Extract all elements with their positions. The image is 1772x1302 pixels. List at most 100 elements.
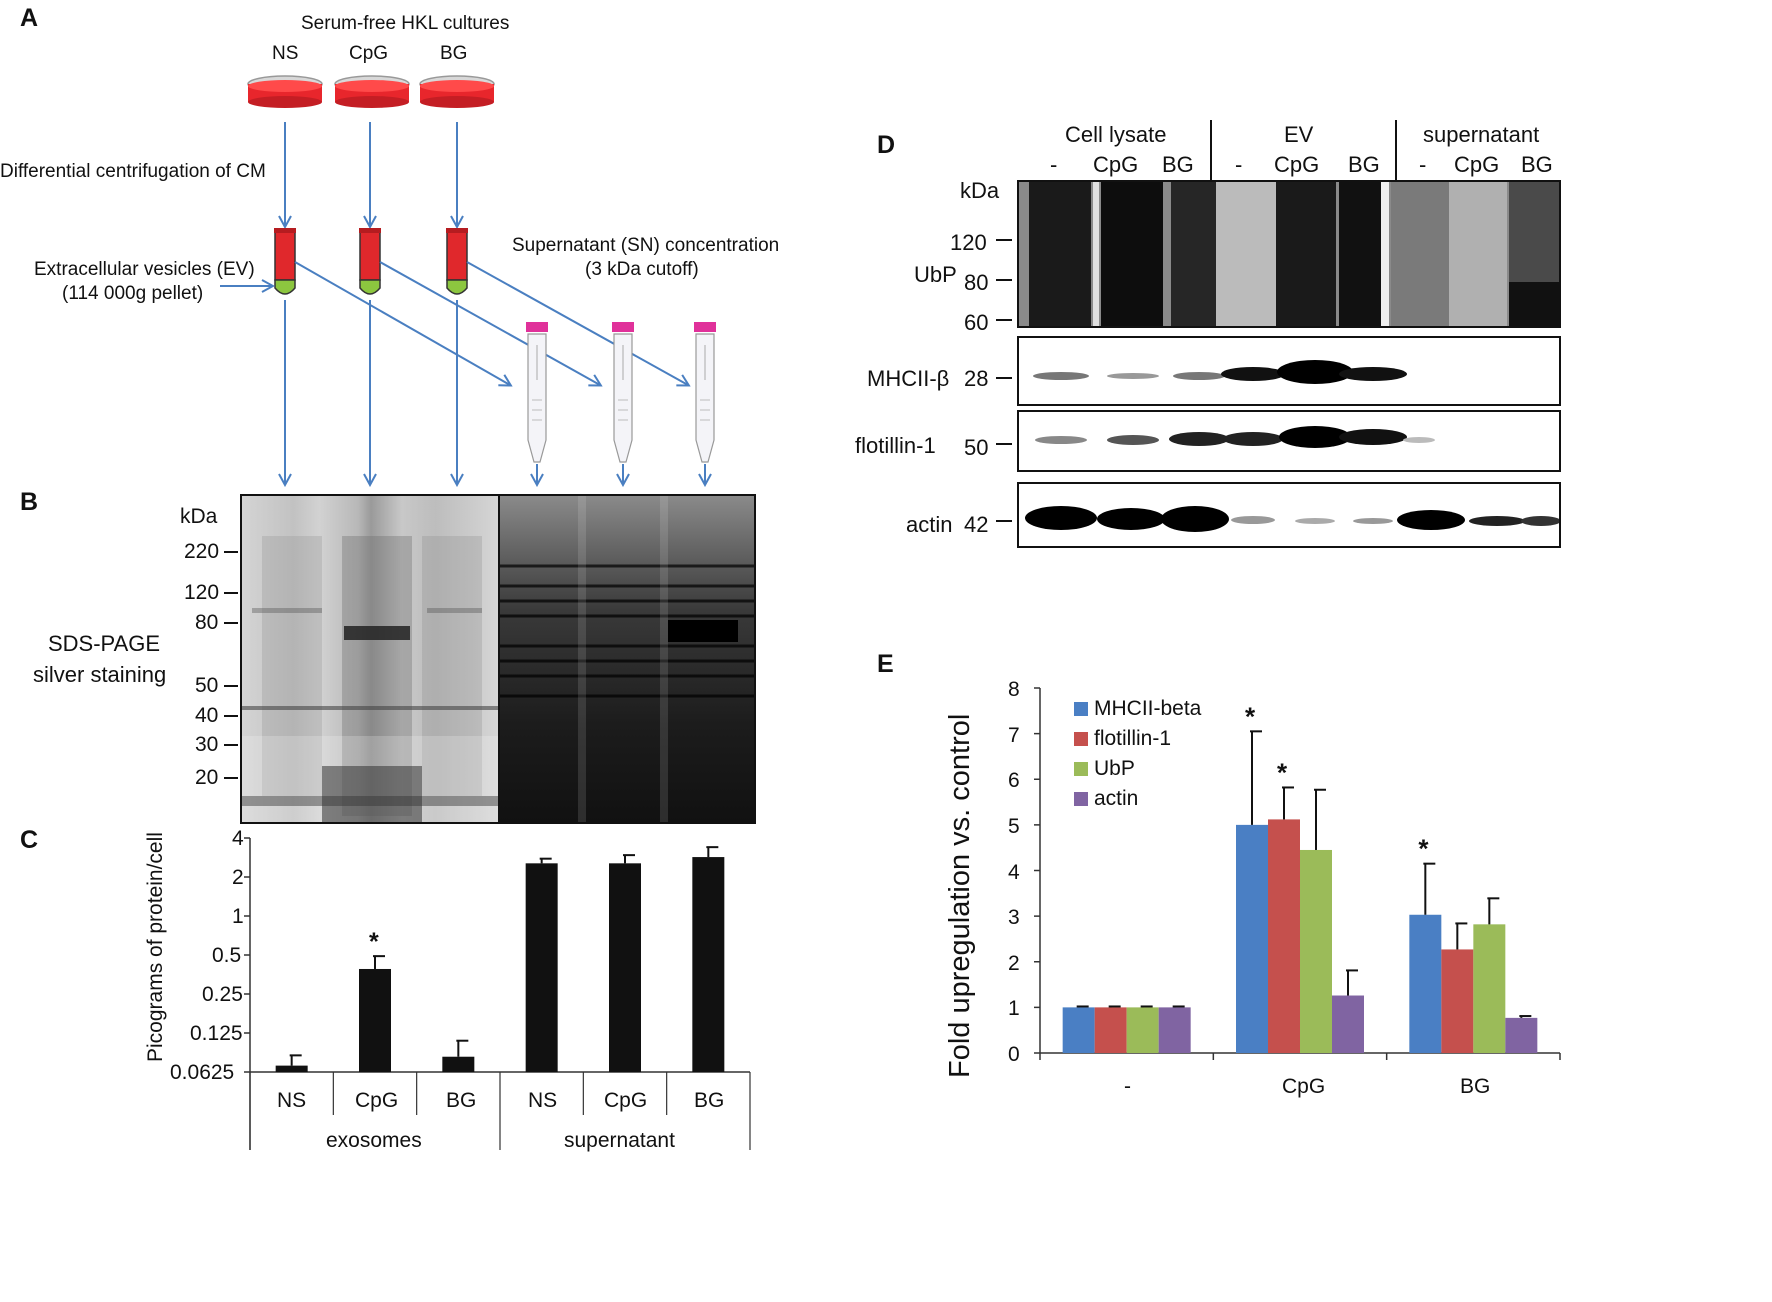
chart-c-ytick-0.0625: 0.0625 xyxy=(170,1061,235,1084)
chart-c-xtick-5: BG xyxy=(694,1089,725,1112)
chart-c-group-exosomes: exosomes xyxy=(326,1129,422,1152)
blot-lane-1: - xyxy=(1050,152,1058,177)
ev-label-line1: Extracellular vesicles (EV) xyxy=(34,259,255,280)
ev-label-line2: (114 000g pellet) xyxy=(62,283,204,304)
blot-flotillin-bands xyxy=(1035,426,1435,448)
chart-c-bar xyxy=(525,863,558,1072)
gel-marker-220: 220 xyxy=(184,540,220,563)
chart-c-ytick-1: 1 xyxy=(232,905,244,928)
cultures-title: Serum-free HKL cultures xyxy=(301,13,510,34)
blot-mhcii-bands xyxy=(1033,360,1407,384)
panel-label-e: E xyxy=(877,650,894,678)
chart-e-ytick-5: 5 xyxy=(1008,815,1020,838)
chart-c-ytick-0.5: 0.5 xyxy=(212,944,242,967)
gel-kda-label: kDa xyxy=(180,505,218,528)
chart-e-significance-star: * xyxy=(1418,834,1429,864)
culture-label-bg: BG xyxy=(440,43,468,64)
chart-e-bar xyxy=(1236,824,1268,1053)
blot-header-ev: EV xyxy=(1284,122,1314,147)
blot-header-cell-lysate: Cell lysate xyxy=(1065,122,1167,147)
culture-dish-cpg xyxy=(334,75,410,108)
chart-e-bar xyxy=(1300,849,1332,1053)
chart-c-bar xyxy=(692,857,725,1072)
legend-swatch-flotillin xyxy=(1074,732,1088,746)
blot-kda-label: kDa xyxy=(960,178,1000,203)
blot-row-label-flotillin: flotillin-1 xyxy=(855,433,936,458)
blot-ubp-label: UbP xyxy=(914,262,957,287)
sn-concentrator-bg xyxy=(694,322,716,463)
sn-concentrator-ns xyxy=(526,322,548,463)
legend-label-flotillin: flotillin-1 xyxy=(1094,727,1172,750)
legend-swatch-ubp xyxy=(1074,762,1088,776)
chart-e-bar xyxy=(1268,819,1300,1053)
gel-marker-20: 20 xyxy=(195,766,219,789)
chart-c-ytick-0.125: 0.125 xyxy=(190,1022,243,1045)
sn-label-line1: Supernatant (SN) concentration xyxy=(512,235,780,256)
chart-c-plot xyxy=(244,837,751,1150)
blot-actin-bands xyxy=(1025,506,1559,532)
panel-label-a: A xyxy=(20,4,39,32)
sn-concentrator-cpg xyxy=(612,322,634,463)
blot-row-kda-actin: 42 xyxy=(964,512,989,537)
chart-c-bar xyxy=(609,863,641,1072)
chart-e-ytick-0: 0 xyxy=(1008,1043,1020,1066)
gel-supernatant-section xyxy=(498,494,756,824)
chart-e-ytick-4: 4 xyxy=(1008,861,1020,884)
legend-label-mhcii: MHCII-beta xyxy=(1094,697,1202,720)
culture-dish-bg xyxy=(419,75,495,108)
blot-lane-8: CpG xyxy=(1454,152,1500,177)
chart-c-xtick-3: NS xyxy=(528,1089,558,1112)
panel-label-c: C xyxy=(20,826,39,854)
ev-tube-bg xyxy=(446,228,468,295)
chart-e-bar xyxy=(1473,924,1506,1053)
blot-lane-7: - xyxy=(1419,152,1427,177)
blot-flotillin xyxy=(1017,410,1561,472)
gel-marker-40: 40 xyxy=(195,704,219,727)
arrow-sn-bg xyxy=(466,261,688,385)
blot-actin xyxy=(1017,482,1561,548)
blot-row-label-actin: actin xyxy=(906,512,953,537)
arrow-sn-ns xyxy=(294,261,510,385)
chart-c-xtick-4: CpG xyxy=(604,1089,648,1112)
arrow-sn-cpg xyxy=(379,261,600,385)
blot-row-kda-flotillin: 50 xyxy=(964,435,989,460)
chart-e-xtick-0: - xyxy=(1124,1075,1131,1098)
ev-tube-cpg xyxy=(359,228,381,295)
culture-label-cpg: CpG xyxy=(349,43,389,64)
blot-header-supernatant: supernatant xyxy=(1423,122,1540,147)
chart-c-ytick-4: 4 xyxy=(232,827,244,850)
chart-e-ytick-2: 2 xyxy=(1008,952,1020,975)
chart-c-ytick-0.25: 0.25 xyxy=(202,983,243,1006)
panel-label-b: B xyxy=(20,488,39,516)
blot-lane-5: CpG xyxy=(1274,152,1320,177)
blot-lane-9: BG xyxy=(1521,152,1553,177)
chart-e-bar xyxy=(1158,1007,1191,1053)
chart-e-bar xyxy=(1062,1007,1095,1053)
gel-marker-50: 50 xyxy=(195,674,219,697)
chart-e-significance-star: * xyxy=(1245,701,1256,731)
centrifugation-step-label: Differential centrifugation of CM xyxy=(0,161,266,182)
chart-e-xtick-1: CpG xyxy=(1282,1075,1326,1098)
chart-e-plot: * * * xyxy=(1034,687,1561,1060)
gel-marker-30: 30 xyxy=(195,733,219,756)
chart-c-xtick-1: CpG xyxy=(355,1089,399,1112)
chart-e-ytick-1: 1 xyxy=(1008,997,1020,1020)
blot-ubp-marker-120: 120 xyxy=(950,230,987,255)
sn-label-line2: (3 kDa cutoff) xyxy=(585,259,699,280)
gel-marker-120: 120 xyxy=(184,581,220,604)
gel-exosome-section xyxy=(240,494,502,824)
blot-row-label-mhcii: MHCII-β xyxy=(867,366,950,391)
blot-ubp-marker-60: 60 xyxy=(964,310,989,335)
blot-lane-6: BG xyxy=(1348,152,1380,177)
chart-c-xtick-0: NS xyxy=(277,1089,307,1112)
chart-e-bar xyxy=(1441,949,1474,1053)
legend-swatch-actin xyxy=(1074,792,1088,806)
blot-row-kda-mhcii: 28 xyxy=(964,366,989,391)
chart-c-bar xyxy=(442,1056,475,1072)
blot-lane-3: BG xyxy=(1162,152,1194,177)
chart-e-bar xyxy=(1409,914,1442,1053)
legend-label-ubp: UbP xyxy=(1094,757,1135,780)
